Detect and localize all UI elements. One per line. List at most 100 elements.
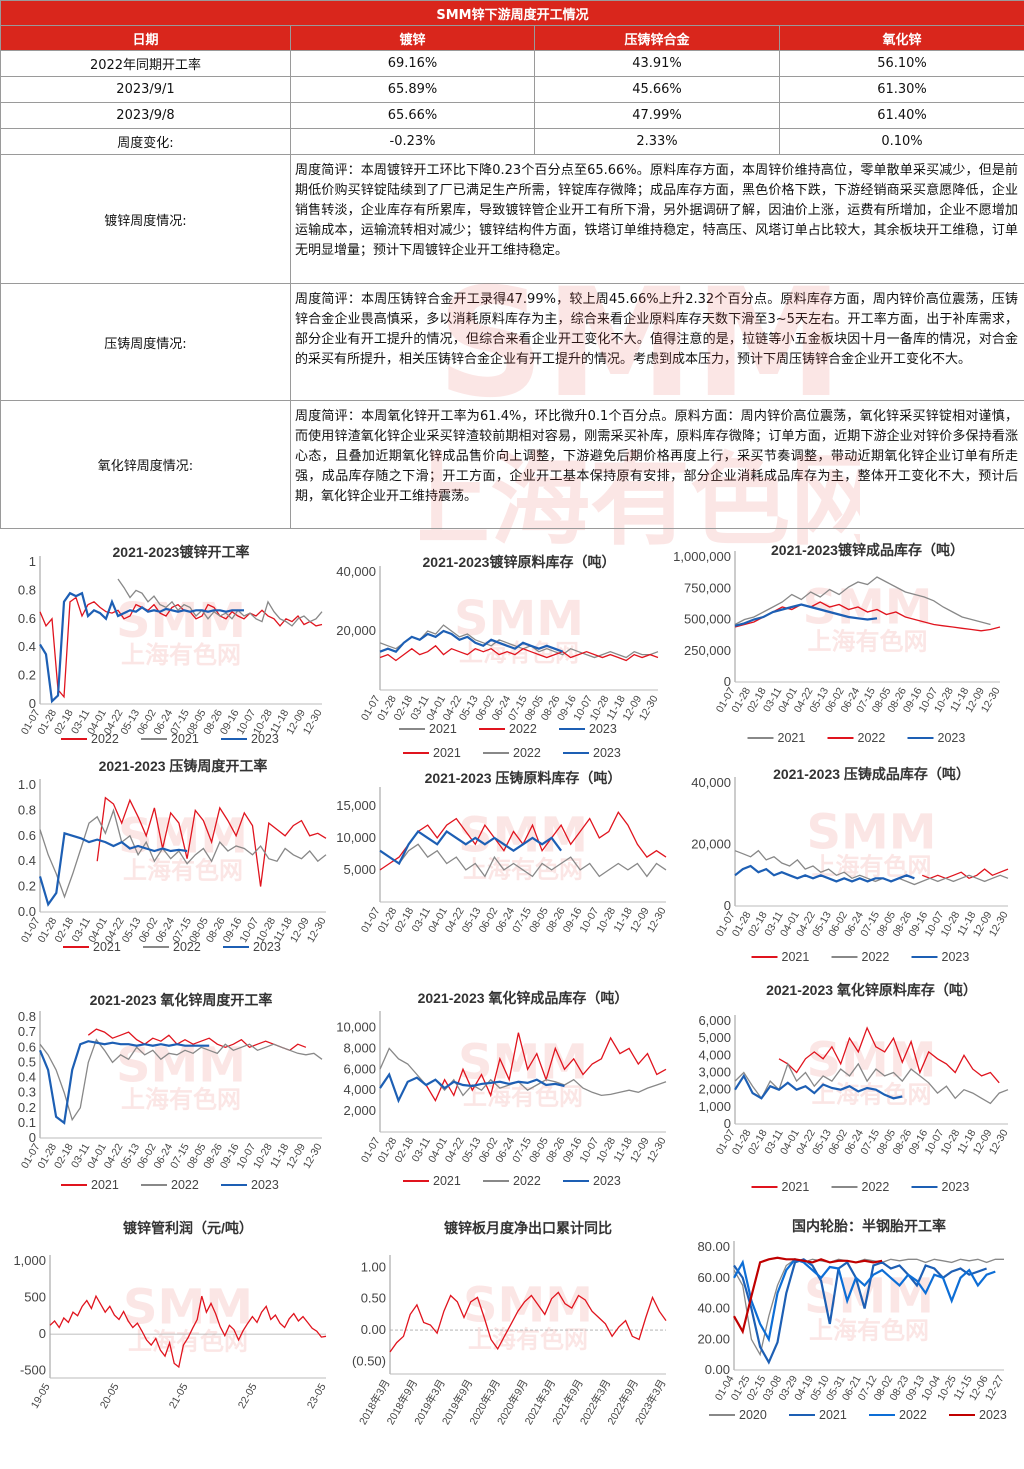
table-row: 2022年同期开工率 69.16% 43.91% 56.10% [1,51,1024,77]
y-tick-label: 0.8 [18,1009,36,1024]
y-tick-label: 1,000 [698,1099,731,1114]
chart-title: 2021-2023 压铸成品库存（吨） [773,766,970,782]
y-tick-label: 20,000 [336,623,376,638]
y-tick-label: 0.2 [18,1100,36,1115]
legend-label: 2023 [938,731,966,745]
cell-galvanizing: -0.23% [291,129,535,155]
chart-title: 国内轮胎：半钢胎开工率 [792,1218,946,1234]
cell-die-casting: 43.91% [535,51,780,77]
table-row: 2023/9/8 65.66% 47.99% 61.40% [1,103,1024,129]
note-row-die-casting: 压铸周度情况: 周度简评：本周压铸锌合金开工录得47.99%，较上周45.66%… [1,284,1024,401]
y-tick-label: 10,000 [336,830,376,845]
x-tick-label: 22-05 [236,1381,260,1410]
y-tick-label: 0.2 [18,879,36,894]
chart-title: 2021-2023 压铸周度开工率 [99,758,268,774]
cell-die-casting: 47.99% [535,103,780,129]
cell-die-casting: 2.33% [535,129,780,155]
legend-label: 2023 [251,732,279,746]
y-tick-label: 500,000 [684,612,731,627]
y-tick-label: 1,000,000 [673,549,731,564]
y-tick-label: 5,000 [698,1030,731,1045]
y-tick-label: 20,000 [691,837,731,852]
y-tick-label: 5,000 [343,862,376,877]
row-label: 周度变化: [1,129,291,155]
chart-title: 镀锌管利润（元/吨） [123,1220,253,1236]
legend-label: 2022 [513,746,541,760]
legend-label: 2021 [433,746,461,760]
y-tick-label: 0.00 [361,1322,386,1337]
legend-label: 2022 [173,940,201,954]
y-tick-label: 0.5 [18,1054,36,1069]
y-tick-label: 1.00 [361,1259,386,1274]
cell-galvanizing: 65.66% [291,103,535,129]
x-tick-label: 19-05 [29,1381,53,1410]
y-tick-label: 0.8 [18,582,36,597]
y-tick-label: (0.50) [352,1353,386,1368]
legend-label: 2023 [942,1180,970,1194]
x-tick-label: 23-05 [305,1381,329,1410]
cell-galvanizing: 65.89% [291,77,535,103]
y-tick-label: 0.3 [18,1085,36,1100]
note-text: 周度简评：本周氧化锌开工率为61.4%，环比微升0.1个百分点。原料方面：周内锌… [291,401,1024,529]
y-tick-label: 8,000 [343,1040,376,1055]
row-label: 2022年同期开工率 [1,51,291,77]
y-tick-label: 0 [39,1326,46,1341]
legend-label: 2021 [819,1408,847,1422]
note-row-galvanizing: 镀锌周度情况: 周度简评：本周镀锌开工环比下降0.23个百分点至65.66%。原… [1,155,1024,284]
legend-label: 2021 [782,1180,810,1194]
y-tick-label: 1 [29,554,36,569]
y-tick-label: 250,000 [684,643,731,658]
note-label: 压铸周度情况: [1,284,291,401]
chart-watermark-sub: 上海有色网 [809,1317,929,1345]
cell-galvanizing: 69.16% [291,51,535,77]
y-tick-label: 20.00 [697,1331,730,1346]
legend-label: 2021 [171,732,199,746]
note-label: 氧化锌周度情况: [1,401,291,529]
y-tick-label: 2,000 [698,1082,731,1097]
y-tick-label: 1,000 [13,1253,46,1268]
y-tick-label: 60.00 [697,1270,730,1285]
y-tick-label: 0.6 [18,1039,36,1054]
legend-label: 2023 [942,950,970,964]
y-tick-label: 0.6 [18,828,36,843]
header-die-casting: 压铸锌合金 [535,26,780,51]
chart-title: 镀锌板月度净出口累计同比 [444,1220,612,1236]
chart-watermark-sub: 上海有色网 [808,628,928,656]
y-tick-label: 0.4 [18,1070,36,1085]
table-title: SMM锌下游周度开工情况 [1,1,1024,26]
note-row-zinc-oxide: 氧化锌周度情况: 周度简评：本周氧化锌开工率为61.4%，环比微升0.1个百分点… [1,401,1024,529]
y-tick-label: 6,000 [698,1013,731,1028]
legend-label: 2022 [509,722,537,736]
y-tick-label: 1.0 [18,777,36,792]
chart-watermark-sub: 上海有色网 [812,1081,932,1109]
note-label: 镀锌周度情况: [1,155,291,284]
cell-zinc-oxide: 0.10% [780,129,1024,155]
chart-title: 2021-2023 氧化锌原料库存（吨） [766,982,977,998]
y-tick-label: -500 [20,1363,46,1378]
legend-label: 2022 [899,1408,927,1422]
x-tick-label: 20-05 [98,1381,122,1410]
y-tick-label: 2,000 [343,1103,376,1118]
cell-zinc-oxide: 61.30% [780,77,1024,103]
y-tick-label: 0.8 [18,802,36,817]
row-label: 2023/9/8 [1,103,291,129]
y-tick-label: 0.50 [361,1291,386,1306]
legend-label: 2022 [513,1174,541,1188]
legend-label: 2020 [739,1408,767,1422]
legend-label: 2023 [593,1174,621,1188]
x-tick-label: 21-05 [167,1381,191,1410]
chart-title: 2021-2023 压铸原料库存（吨） [425,770,622,786]
header-zinc-oxide: 氧化锌 [780,26,1024,51]
y-tick-label: 0.1 [18,1115,36,1130]
y-tick-label: 3,000 [698,1065,731,1080]
cell-zinc-oxide: 56.10% [780,51,1024,77]
note-text: 周度简评：本周压铸锌合金开工录得47.99%，较上周45.66%上升2.32个百… [291,284,1024,401]
y-tick-label: 0.2 [18,668,36,683]
legend-label: 2021 [93,940,121,954]
